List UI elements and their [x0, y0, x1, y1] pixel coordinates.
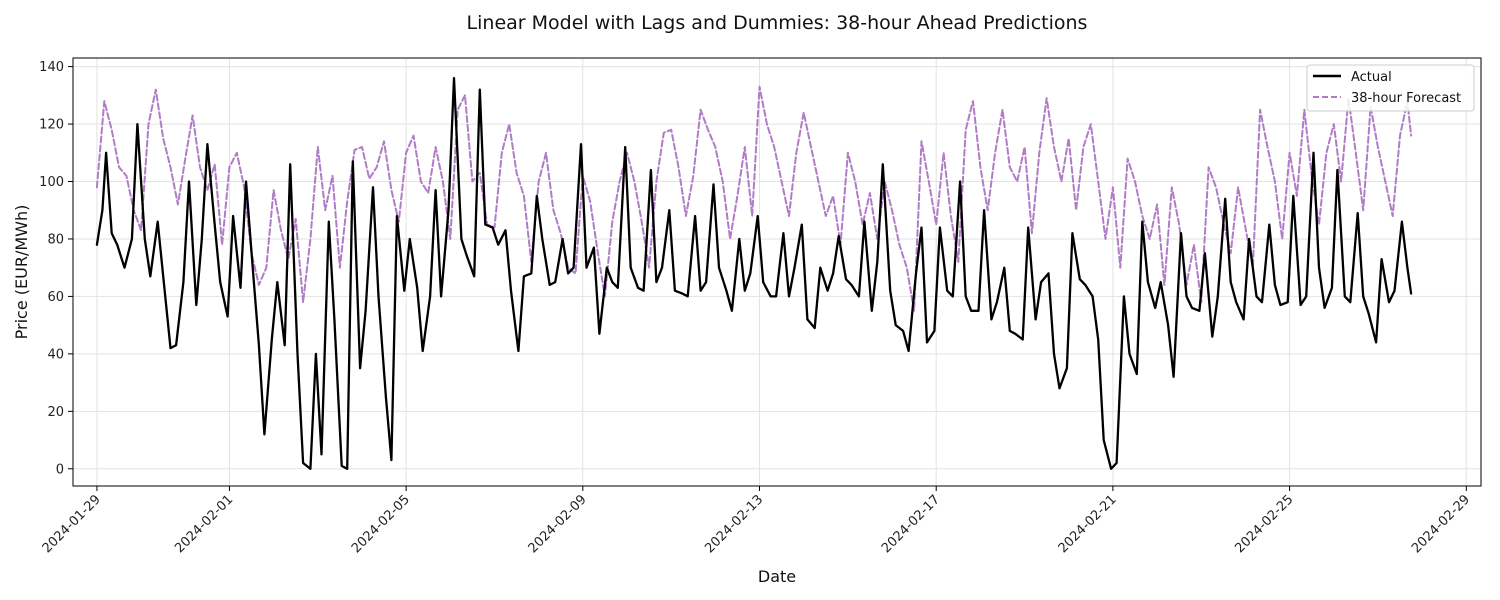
y-tick-label: 120 — [39, 118, 64, 133]
y-axis-ticks: 0 20 40 60 80 100 120 140 — [39, 60, 73, 477]
legend: Actual 38-hour Forecast — [1306, 64, 1475, 112]
chart-title: Linear Model with Lags and Dummies: 38-h… — [467, 12, 1088, 34]
y-tick-label: 60 — [47, 290, 64, 305]
legend-label-forecast: 38-hour Forecast — [1351, 91, 1461, 106]
y-tick-label: 0 — [56, 462, 64, 477]
plot-frame — [72, 57, 1482, 487]
actual-series-line — [95, 76, 1413, 470]
series-lines — [95, 76, 1413, 470]
y-axis-label: Price (EUR/MWh) — [12, 205, 31, 340]
x-axis-label: Date — [758, 567, 796, 586]
y-tick-label: 40 — [47, 347, 64, 362]
y-tick-label: 80 — [47, 232, 64, 247]
legend-box — [1306, 64, 1475, 112]
legend-label-actual: Actual — [1351, 70, 1392, 85]
y-tick-label: 100 — [39, 175, 64, 190]
y-tick-label: 140 — [39, 60, 64, 75]
grid — [73, 58, 1481, 486]
forecast-series-line — [95, 85, 1413, 312]
y-tick-label: 20 — [47, 405, 64, 420]
